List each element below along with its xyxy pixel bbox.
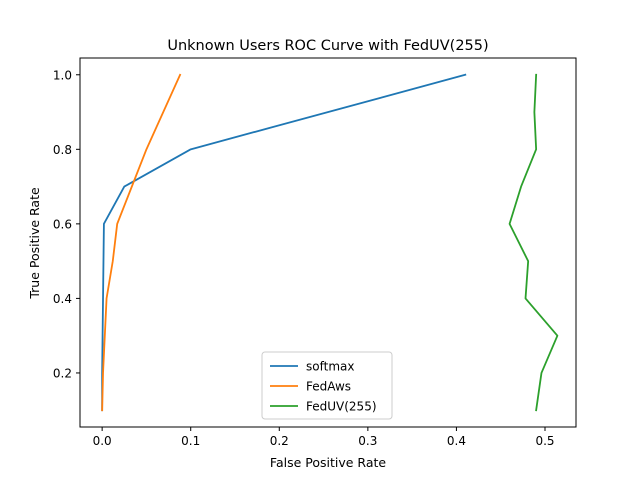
series-line-1 [101,73,182,412]
y-tick-label: 1.0 [53,68,72,82]
y-tick-label: 0.4 [53,292,72,306]
legend: softmax FedAws FedUV(255) [261,351,393,420]
legend-label-2: FedUV(255) [306,400,377,414]
x-tick-label: 0.2 [270,434,289,448]
legend-label-0: softmax [306,360,354,374]
x-tick-label: 0.0 [93,434,112,448]
x-tick-label: 0.1 [181,434,200,448]
y-tick-label: 0.6 [53,217,72,231]
axes-frame [79,57,577,428]
x-tick-label: 0.4 [447,434,466,448]
x-tick-label: 0.3 [358,434,377,448]
x-tick-label: 0.5 [535,434,554,448]
y-tick-label: 0.8 [53,143,72,157]
plot-area [101,73,559,412]
legend-box [261,351,393,420]
y-tick-label: 0.2 [53,366,72,380]
y-axis-label: True Positive Rate [27,187,42,300]
legend-label-1: FedAws [306,380,351,394]
series-line-2 [508,73,559,412]
x-axis-label: False Positive Rate [270,455,386,470]
chart-title: Unknown Users ROC Curve with FedUV(255) [167,38,488,54]
axis-ticks: 0.0 0.1 0.2 0.3 0.4 0.5 0.2 0.4 0.6 0.8 1.0 [53,68,555,448]
